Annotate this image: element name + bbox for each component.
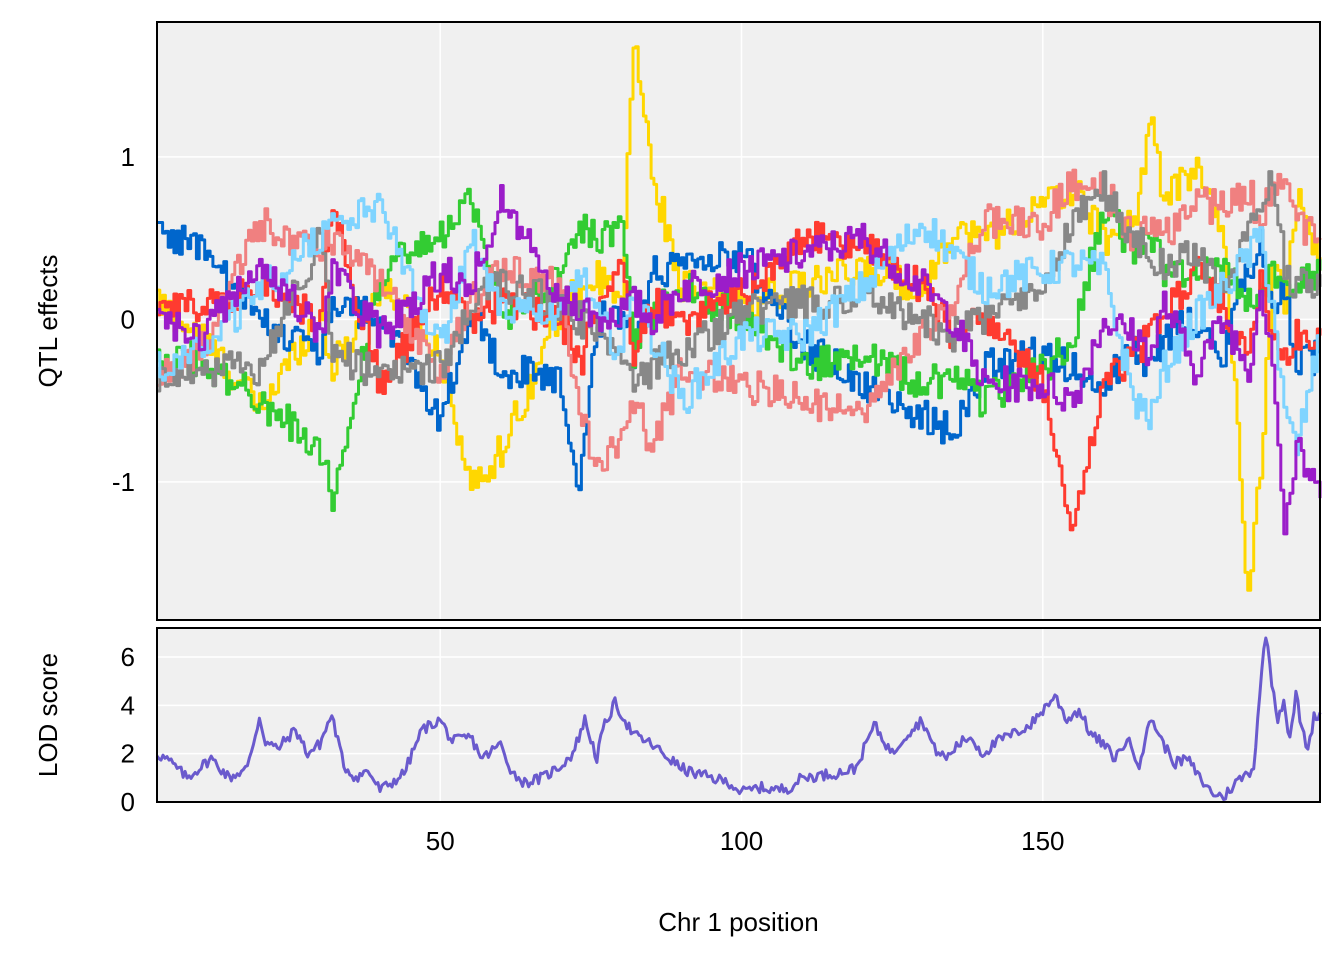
qtl-effects-panel: -1 0 1 QTL effects <box>33 21 1322 621</box>
qtl-effects-y-tick-label: 1 <box>121 142 135 172</box>
lod-score-series-line <box>155 636 1322 802</box>
lod-score-series-group <box>155 636 1322 802</box>
lod-score-y-tick-label: 0 <box>121 787 135 817</box>
lod-score-y-ticks: 0 2 4 6 <box>121 642 135 817</box>
position-x-tick-label: 50 <box>426 826 455 856</box>
position-x-axis-label: Chr 1 position <box>658 907 818 937</box>
lod-score-panel: 0 2 4 6 50 100 150 LOD score Chr 1 position <box>33 627 1322 937</box>
position-x-tick-label: 150 <box>1021 826 1064 856</box>
lod-score-frame <box>156 627 1321 803</box>
position-x-ticks: 50 100 150 <box>426 826 1065 856</box>
qtl-effects-series-group <box>157 45 1322 592</box>
lod-score-y-tick-label: 2 <box>121 739 135 769</box>
qtl-effects-y-ticks: -1 0 1 <box>112 142 135 497</box>
qtl-effect-series-line <box>157 192 1320 457</box>
lod-score-y-tick-label: 6 <box>121 642 135 672</box>
lod-score-y-tick-label: 4 <box>121 690 135 720</box>
qtl-effects-y-tick-label: -1 <box>112 467 135 497</box>
qtl-effect-series-line <box>157 184 1322 536</box>
qtl-effects-y-tick-label: 0 <box>121 304 135 334</box>
qtl-effect-series-line <box>157 168 1322 472</box>
position-x-tick-label: 100 <box>720 826 763 856</box>
qtl-effects-y-axis-label: QTL effects <box>33 255 63 388</box>
qtl-effect-series-line <box>157 187 1322 512</box>
lod-score-y-axis-label: LOD score <box>33 653 63 777</box>
qtl-effects-frame <box>156 21 1321 621</box>
qtl-effect-series-line <box>157 170 1322 393</box>
